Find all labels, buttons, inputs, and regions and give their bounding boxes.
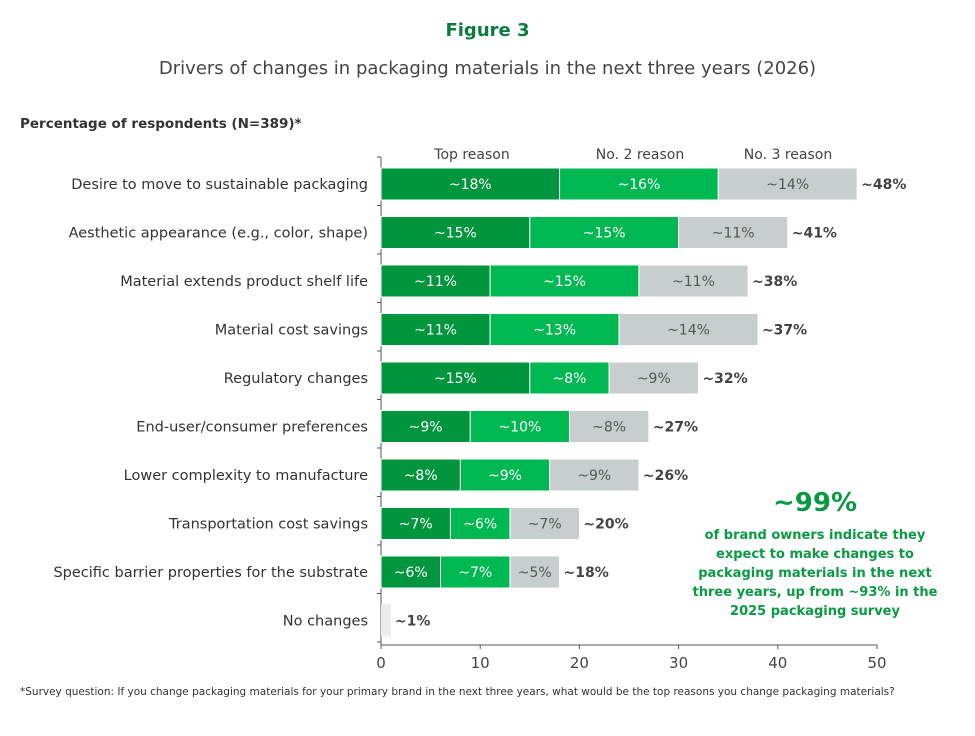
bar-segment	[509, 555, 561, 589]
segment-label: ~11%	[712, 226, 755, 242]
bar-segment	[381, 604, 391, 637]
legend-label: Top reason	[433, 147, 509, 163]
bar-segment	[529, 361, 610, 395]
segment-label: ~10%	[498, 420, 541, 436]
segment-label: ~7%	[458, 565, 492, 581]
total-label: ~32%	[702, 371, 747, 387]
chart-subtitle: Percentage of respondents (N=389)*	[20, 116, 302, 132]
segment-label: ~7%	[399, 517, 433, 533]
segment-label: ~14%	[667, 323, 710, 339]
segment-label: ~9%	[488, 468, 522, 484]
bar-segment	[380, 507, 451, 540]
segment-label: ~15%	[434, 226, 477, 242]
bar-segment	[638, 264, 749, 298]
category-label: Regulatory changes	[224, 371, 368, 387]
total-label: ~48%	[861, 177, 906, 193]
bar-segment	[568, 410, 650, 443]
bar-segment	[440, 555, 511, 589]
category-label: No changes	[283, 614, 368, 630]
total-label: ~20%	[583, 517, 628, 533]
total-label: ~37%	[762, 323, 807, 339]
segment-label: ~6%	[394, 565, 428, 581]
segment-label: ~13%	[533, 323, 576, 339]
figure-label: Figure 3	[445, 20, 530, 41]
total-label: ~1%	[395, 614, 431, 630]
legend-label: No. 2 reason	[596, 147, 684, 163]
segment-label: ~6%	[463, 517, 497, 533]
segment-label: ~9%	[409, 420, 443, 436]
segment-label: ~7%	[528, 517, 562, 533]
segment-label: ~11%	[414, 323, 457, 339]
category-label: Specific barrier properties for the subs…	[53, 565, 368, 581]
bar-segment	[380, 167, 561, 201]
x-tick-label: 30	[669, 654, 688, 672]
bar-segment	[380, 458, 461, 492]
category-label: Aesthetic appearance (e.g., color, shape…	[69, 226, 368, 242]
segment-label: ~8%	[592, 420, 626, 436]
segment-label: ~9%	[577, 468, 611, 484]
segment-label: ~9%	[637, 371, 671, 387]
bar-segment	[489, 264, 640, 298]
bar-segment	[469, 410, 570, 443]
x-tick-label: 10	[471, 654, 490, 672]
x-tick-label: 40	[768, 654, 787, 672]
x-tick-label: 0	[376, 654, 386, 672]
bar-segment	[380, 216, 531, 249]
segment-label: ~5%	[518, 565, 552, 581]
category-label: Lower complexity to manufacture	[124, 468, 368, 484]
category-label: Desire to move to sustainable packaging	[71, 177, 368, 193]
chart-title: Drivers of changes in packaging material…	[158, 58, 817, 79]
segment-label: ~8%	[553, 371, 587, 387]
bar-segment	[549, 458, 640, 492]
callout-value: ~99%	[772, 488, 858, 518]
bar-segment	[449, 507, 511, 540]
callout: ~99% of brand owners indicate they expec…	[680, 488, 950, 621]
segment-label: ~16%	[617, 177, 660, 193]
total-label: ~27%	[653, 420, 698, 436]
category-label: End-user/consumer preferences	[136, 420, 368, 436]
bar-segment	[608, 361, 699, 395]
bar-segment	[678, 216, 789, 249]
x-tick-label: 20	[570, 654, 589, 672]
footnote: *Survey question: If you change packagin…	[20, 686, 895, 698]
total-label: ~26%	[643, 468, 688, 484]
segment-label: ~15%	[583, 226, 626, 242]
legend-label: No. 3 reason	[744, 147, 832, 163]
bar-segment	[459, 458, 551, 492]
category-label: Material cost savings	[215, 323, 368, 339]
bar-segment	[380, 313, 491, 346]
segment-label: ~15%	[543, 274, 586, 290]
total-label: ~41%	[792, 226, 837, 242]
segment-label: ~18%	[449, 177, 492, 193]
segment-label: ~14%	[766, 177, 809, 193]
segment-label: ~15%	[434, 371, 477, 387]
category-label: Material extends product shelf life	[120, 274, 368, 290]
bar-segment	[380, 410, 471, 443]
segment-label: ~8%	[404, 468, 438, 484]
segment-label: ~11%	[414, 274, 457, 290]
bar-segment	[717, 167, 858, 201]
bar-segment	[509, 507, 580, 540]
bar-segment	[380, 361, 531, 395]
x-tick-label: 50	[867, 654, 886, 672]
bar-segment	[380, 264, 491, 298]
bar-segment	[559, 167, 719, 201]
total-label: ~38%	[752, 274, 797, 290]
bar-segment	[489, 313, 620, 346]
segment-label: ~11%	[672, 274, 715, 290]
callout-text: of brand owners indicate they expect to …	[692, 528, 938, 619]
total-label: ~18%	[564, 565, 609, 581]
category-label: Transportation cost savings	[168, 517, 368, 533]
bar-segment	[618, 313, 759, 346]
